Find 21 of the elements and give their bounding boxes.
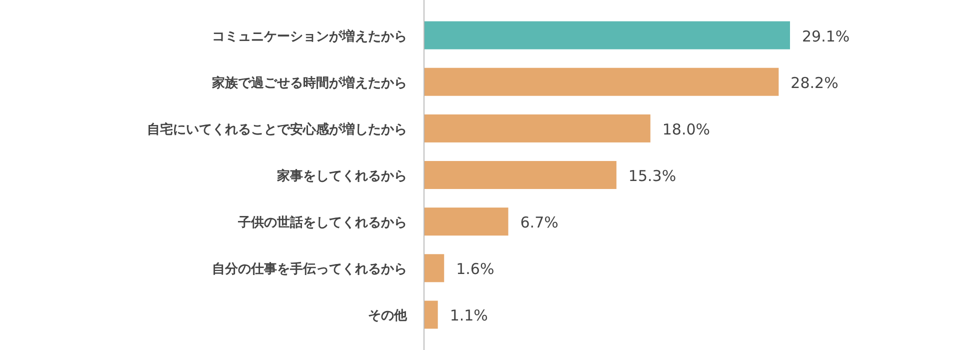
y-tick-label: 家事をしてくれるから	[276, 168, 407, 184]
data-label: 18.0%	[662, 120, 710, 138]
bar	[424, 161, 616, 189]
y-tick-label: 子供の世話をしてくれるから	[237, 214, 407, 231]
bar	[424, 208, 508, 236]
bar	[424, 114, 650, 142]
bar	[424, 254, 444, 282]
data-label: 1.1%	[450, 306, 488, 325]
data-label: 6.7%	[520, 214, 558, 232]
bar	[424, 21, 790, 50]
y-tick-label: 自分の仕事を手伝ってくれるから	[212, 261, 407, 278]
y-tick-label: 自宅にいてくれることで安心感が増したから	[147, 121, 407, 138]
data-label: 15.3%	[628, 167, 676, 185]
y-tick-label: コミュニケーションが増えたから	[212, 28, 407, 44]
y-tick-label: 家族で過ごせる時間が増えたから	[211, 74, 407, 91]
data-label: 29.1%	[802, 27, 850, 46]
data-label: 1.6%	[456, 260, 494, 278]
data-label: 28.2%	[790, 74, 838, 92]
bar	[424, 300, 438, 329]
y-tick-label: その他	[368, 308, 408, 324]
bar	[424, 68, 779, 96]
